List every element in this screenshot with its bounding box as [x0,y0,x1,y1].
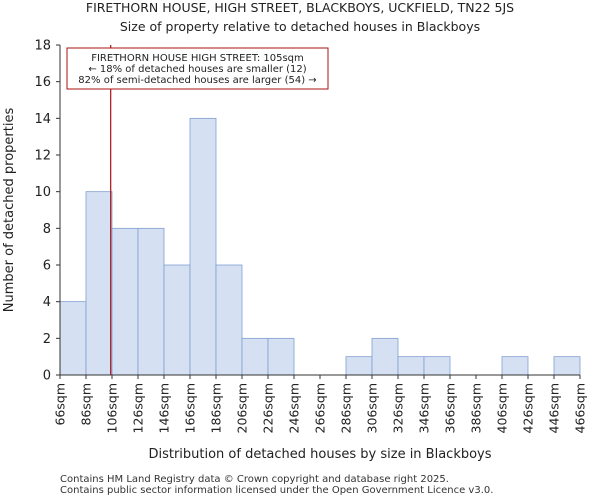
y-tick-label: 10 [34,185,51,200]
x-tick-label: 286sqm [339,383,354,433]
x-tick-label: 266sqm [313,383,328,433]
bar-206sqm [241,337,269,376]
x-tick-label: 406sqm [495,383,510,433]
bar-186sqm [215,264,243,376]
x-tick-label: 426sqm [521,383,536,433]
x-tick-label: 226sqm [261,383,276,433]
x-axis-label: Distribution of detached houses by size … [148,447,491,462]
footer-licence: Contains public sector information licen… [60,485,494,496]
x-tick-label: 146sqm [157,383,172,433]
y-tick-label: 14 [34,112,51,127]
y-tick-label: 18 [34,39,51,54]
x-tick-label: 166sqm [183,383,198,433]
x-tick-label: 186sqm [209,383,224,433]
x-tick-label: 86sqm [79,383,94,426]
bar-446sqm [553,356,581,376]
x-tick-label: 346sqm [417,383,432,433]
bar-166sqm [189,117,217,376]
x-tick-label: 326sqm [391,383,406,433]
bar-86sqm [85,191,113,376]
x-tick-label: 206sqm [235,383,250,433]
chart-subtitle: Size of property relative to detached ho… [119,19,481,34]
annotation-line-2: ← 18% of detached houses are smaller (12… [88,64,306,75]
bar-406sqm [501,356,529,376]
x-tick-label: 386sqm [469,383,484,433]
y-tick-label: 8 [43,222,51,237]
bar-346sqm [423,356,451,376]
y-tick-label: 12 [34,149,51,164]
x-tick-label: 366sqm [443,383,458,433]
y-tick-label: 4 [43,295,51,310]
x-tick-label: 106sqm [105,383,120,433]
chart-title: FIRETHORN HOUSE, HIGH STREET, BLACKBOYS,… [85,0,515,15]
x-tick-label: 446sqm [547,383,562,433]
bar-286sqm [345,356,373,376]
annotation-line-3: 82% of semi-detached houses are larger (… [78,75,316,86]
bar-106sqm [111,227,139,376]
bar-326sqm [397,356,425,376]
bars-group [59,117,581,376]
footer-copyright: Contains HM Land Registry data © Crown c… [60,474,449,485]
x-tick-label: 66sqm [53,383,68,426]
bar-66sqm [59,301,87,376]
y-tick-label: 2 [43,332,51,347]
x-tick-label: 466sqm [573,383,588,433]
annotation-line-1: FIRETHORN HOUSE HIGH STREET: 105sqm [91,53,304,64]
y-tick-label: 0 [43,369,51,384]
x-tick-label: 126sqm [131,383,146,433]
annotation-box [66,47,329,90]
bar-146sqm [163,264,191,376]
bar-306sqm [371,337,399,376]
x-tick-labels: 66sqm 86sqm 106sqm 126sqm 146sqm 166sqm 186sqm… [53,375,588,433]
x-tick-label: 306sqm [365,383,380,433]
y-tick-label: 6 [43,259,51,274]
bar-126sqm [137,227,165,376]
bar-226sqm [267,337,295,376]
y-tick-labels: 0 2 4 6 8 10 12 14 16 18 [34,39,60,384]
y-axis-label: Number of detached properties [2,108,17,313]
y-tick-label: 16 [34,75,51,90]
x-tick-label: 246sqm [287,383,302,433]
